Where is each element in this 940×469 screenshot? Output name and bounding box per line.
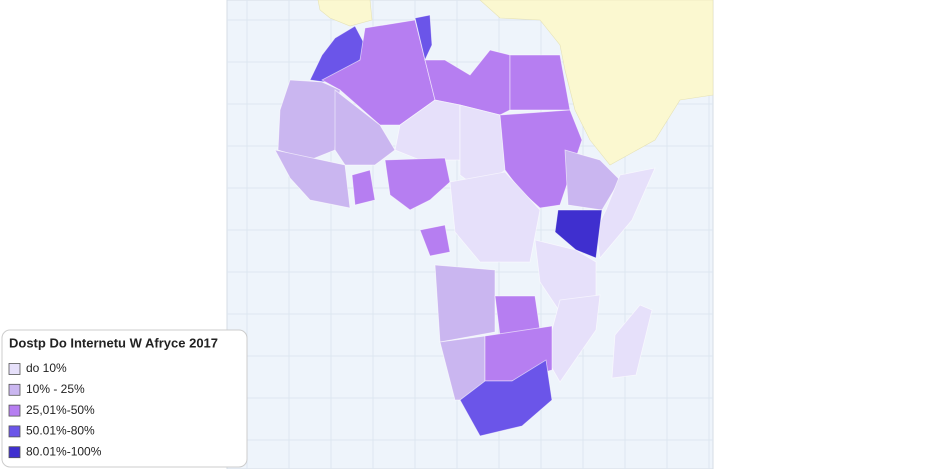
legend-title: Dostp Do Internetu W Afryce 2017 xyxy=(9,335,218,350)
legend-swatch xyxy=(8,404,21,417)
legend-box xyxy=(1,329,248,468)
mali xyxy=(334,89,396,166)
ghana xyxy=(351,169,376,206)
tunisia xyxy=(414,14,433,62)
south-africa xyxy=(459,359,553,437)
legend-label: 50.01%-80% xyxy=(26,424,95,438)
legend-label: 10% - 25% xyxy=(26,382,85,396)
legend-swatch xyxy=(8,363,21,375)
asia xyxy=(479,0,714,166)
central-africa xyxy=(449,171,541,263)
map xyxy=(226,0,714,469)
mauritania xyxy=(277,79,341,161)
other-land xyxy=(317,0,714,166)
angola xyxy=(434,264,496,343)
legend-label: 25,01%-50% xyxy=(26,403,95,417)
europe xyxy=(317,0,373,27)
legend-label: 80.01%-100% xyxy=(26,444,102,458)
sudan xyxy=(499,109,583,209)
legend-swatch xyxy=(8,383,21,396)
somalia xyxy=(595,167,656,259)
kenya xyxy=(554,209,603,259)
egypt xyxy=(509,54,571,111)
countries xyxy=(274,14,656,437)
legend-swatch xyxy=(8,446,21,459)
west-africa xyxy=(274,149,351,209)
legend: Dostp Do Internetu W Afryce 2017 do 10% 1… xyxy=(1,329,248,468)
ethiopia xyxy=(564,149,621,211)
legend-swatch xyxy=(8,425,21,438)
gabon xyxy=(419,224,451,257)
legend-items: do 10% 10% - 25% 25,01%-50% 50.01%-80% 80.01… xyxy=(8,361,102,459)
madagascar xyxy=(611,304,653,379)
legend-label: do 10% xyxy=(26,361,67,375)
nigeria xyxy=(384,157,451,211)
